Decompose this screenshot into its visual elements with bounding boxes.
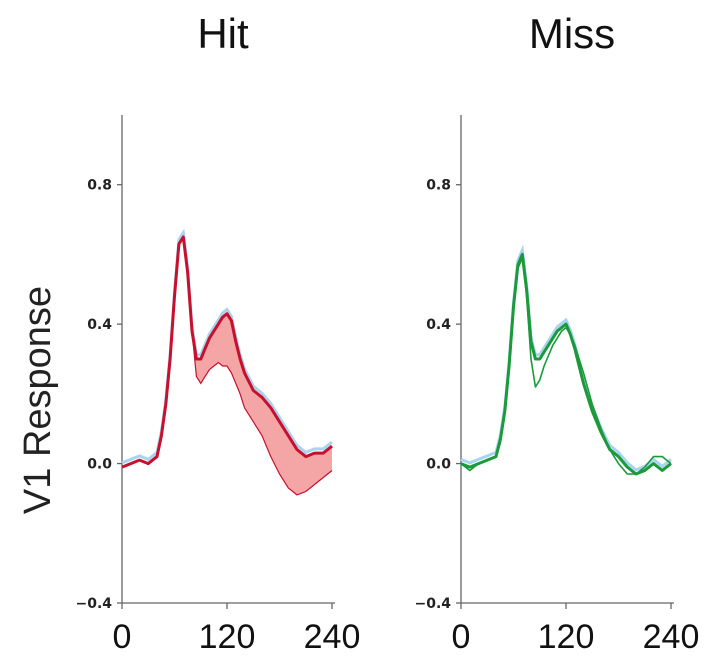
x-tick-label: 240 (304, 618, 361, 656)
y-tick-label: 0.4 (426, 317, 451, 333)
y-axis-label: V1 Response (17, 286, 59, 514)
x-tick-label: 120 (538, 618, 595, 656)
panel-title: Hit (197, 10, 249, 57)
y-tick-label: −0.4 (414, 596, 451, 612)
y-tick-label: −0.4 (75, 596, 112, 612)
panels: Hit −0.4 0.0 0.4 0.8 0 120 240 Miss −0.4 0.0 0.4 0.8… (75, 10, 699, 656)
x-tick-label: 240 (643, 618, 700, 656)
series-line-a (460, 252, 672, 476)
y-tick-label: 0.0 (87, 457, 112, 473)
x-tick-label: 0 (452, 618, 471, 656)
panel-1: Miss −0.4 0.0 0.4 0.8 0 120 240 (414, 10, 699, 656)
error-band (460, 244, 672, 472)
series-line-upper (121, 235, 333, 469)
panel-0: Hit −0.4 0.0 0.4 0.8 0 120 240 (75, 10, 360, 656)
y-tick-label: 0.4 (87, 317, 112, 333)
series-line-b (460, 257, 672, 475)
x-tick-label: 0 (113, 618, 132, 656)
y-tick-label: 0.8 (426, 178, 451, 194)
x-tick-label: 120 (199, 618, 256, 656)
y-tick-label: 0.0 (426, 457, 451, 473)
panel-title: Miss (529, 10, 615, 57)
y-tick-label: 0.8 (87, 178, 112, 194)
